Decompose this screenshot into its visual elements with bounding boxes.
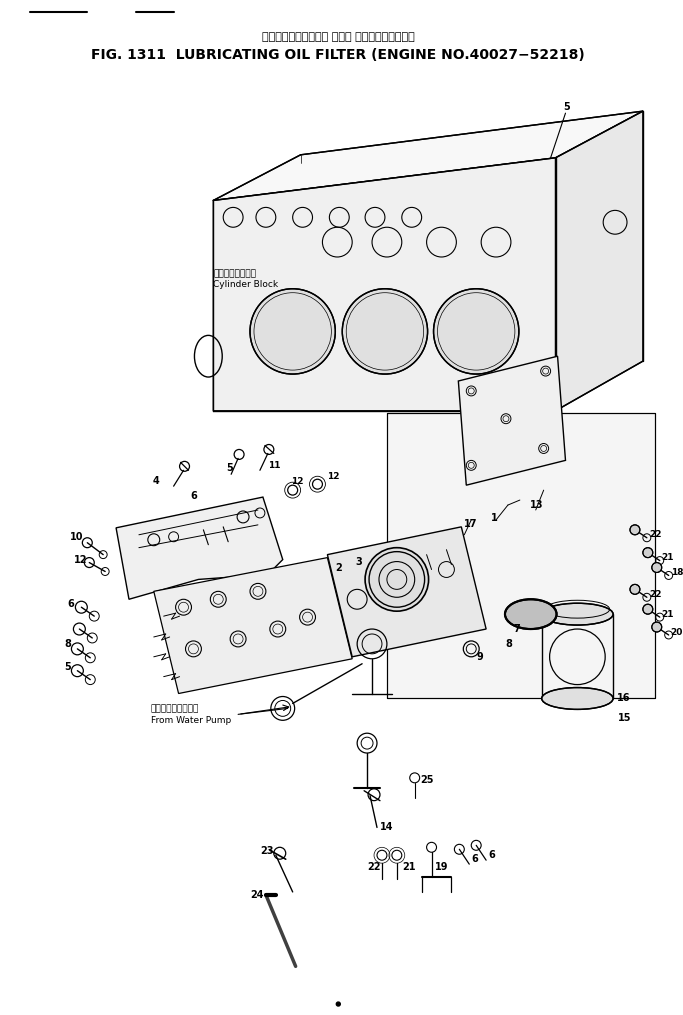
Text: 6: 6: [68, 599, 74, 609]
Text: 21: 21: [662, 610, 674, 619]
Text: 14: 14: [380, 822, 393, 832]
Text: 6: 6: [191, 491, 197, 501]
Text: 22: 22: [649, 590, 661, 599]
Text: 3: 3: [355, 556, 362, 566]
Polygon shape: [387, 413, 655, 698]
Text: 23: 23: [260, 847, 273, 857]
Ellipse shape: [542, 603, 613, 625]
Text: 8: 8: [505, 638, 512, 649]
Circle shape: [434, 288, 519, 375]
Circle shape: [336, 1002, 340, 1006]
Polygon shape: [154, 557, 352, 693]
Circle shape: [250, 288, 335, 375]
Text: 2: 2: [335, 562, 342, 572]
Text: Cylinder Block: Cylinder Block: [213, 280, 279, 289]
Text: 5: 5: [64, 662, 71, 672]
Text: 5: 5: [226, 463, 233, 473]
Text: 21: 21: [662, 553, 674, 562]
Polygon shape: [213, 157, 555, 411]
Circle shape: [652, 562, 662, 572]
Polygon shape: [213, 112, 643, 200]
Polygon shape: [327, 527, 486, 657]
Text: 12: 12: [74, 554, 88, 564]
Text: ウォータポンプから: ウォータポンプから: [151, 703, 199, 713]
Text: 1: 1: [491, 513, 498, 523]
Text: 19: 19: [434, 862, 448, 872]
Text: シリンダブロック: シリンダブロック: [213, 269, 256, 278]
Text: FIG. 1311  LUBRICATING OIL FILTER (ENGINE NO.40027−52218): FIG. 1311 LUBRICATING OIL FILTER (ENGINE…: [92, 48, 585, 62]
Text: 15: 15: [618, 714, 632, 724]
Ellipse shape: [542, 687, 613, 709]
Text: 22: 22: [649, 530, 661, 539]
Polygon shape: [116, 497, 283, 599]
Text: 22: 22: [367, 862, 380, 872]
Text: 21: 21: [402, 862, 415, 872]
Text: 10: 10: [70, 532, 83, 542]
Text: 5: 5: [563, 103, 570, 113]
Circle shape: [630, 525, 640, 535]
Text: 6: 6: [471, 855, 478, 864]
Circle shape: [365, 548, 429, 611]
Circle shape: [342, 288, 428, 375]
Text: 7: 7: [513, 624, 520, 634]
Text: 16: 16: [617, 693, 630, 703]
Text: 24: 24: [250, 890, 264, 900]
Ellipse shape: [505, 599, 557, 629]
Text: 13: 13: [530, 500, 543, 510]
Text: 17: 17: [464, 519, 478, 529]
Polygon shape: [555, 112, 643, 411]
Text: ルーブリケーティング オイル フィルタ　適用号機: ルーブリケーティング オイル フィルタ 適用号機: [262, 31, 415, 42]
Text: 25: 25: [421, 774, 434, 785]
Text: 18: 18: [671, 568, 683, 577]
Circle shape: [643, 604, 653, 614]
Text: 9: 9: [476, 652, 483, 662]
Text: 20: 20: [671, 627, 683, 636]
Text: From Water Pump: From Water Pump: [151, 716, 231, 725]
Polygon shape: [458, 356, 566, 485]
Circle shape: [652, 622, 662, 632]
Circle shape: [630, 585, 640, 595]
Circle shape: [643, 548, 653, 557]
Text: 12: 12: [291, 477, 303, 486]
Text: 12: 12: [327, 472, 340, 481]
Text: 11: 11: [268, 461, 280, 470]
Text: 8: 8: [64, 638, 71, 649]
Text: 6: 6: [488, 851, 495, 861]
Text: 4: 4: [153, 476, 160, 486]
